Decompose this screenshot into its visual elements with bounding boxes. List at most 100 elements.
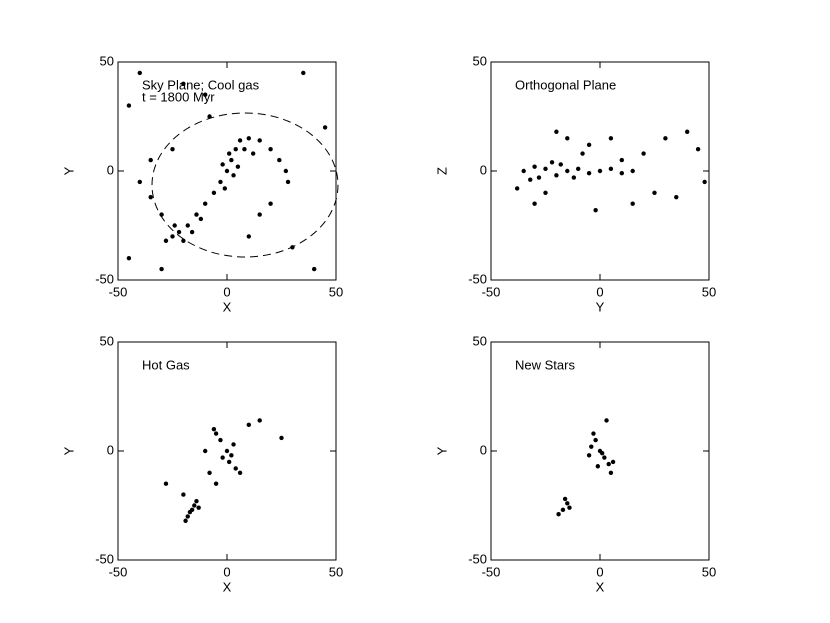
particle [183,518,188,523]
y-axis-label: Y [61,446,76,455]
particle [589,444,594,449]
particle [641,151,646,156]
particle [170,234,175,239]
x-tick-label: 50 [702,284,716,299]
particle [181,238,186,243]
y-axis-label: Z [434,167,449,175]
x-tick-label: 50 [702,564,716,579]
particle [608,166,614,172]
panel-annotation: Orthogonal Plane [515,77,616,92]
particle [597,168,603,174]
particle [170,147,175,152]
particle [222,186,228,191]
x-tick-label: 50 [329,564,343,579]
particle [231,442,236,447]
particle [231,173,236,178]
x-tick-label: -50 [482,284,501,299]
x-axis-label: Y [596,299,605,314]
particle [565,136,570,141]
particle [185,223,190,228]
particle [619,157,624,163]
particle [608,136,614,141]
particle [126,103,132,108]
particle [536,175,542,180]
y-tick-label: -50 [95,271,114,286]
particle [233,466,238,471]
panel-annotation: Hot Gas [142,357,190,372]
particle [242,147,247,152]
particle [207,470,212,475]
particle [565,168,570,174]
x-axis-label: X [223,299,232,314]
particle [558,162,563,167]
x-tick-label: 0 [223,564,230,579]
particle [290,245,295,250]
particle [172,223,177,228]
particle [211,427,217,432]
particle [194,212,199,217]
particle [630,201,635,206]
particle [521,168,526,174]
panel-annotation: Sky Plane; Cool gas [142,77,260,92]
y-tick-label: 0 [480,162,487,177]
particle [685,129,690,134]
particle [528,177,533,182]
particle [571,175,577,180]
particle [203,92,208,97]
particle [619,170,624,176]
particle [554,129,559,134]
x-axis-label: X [596,579,605,594]
particle [211,190,217,195]
particle [674,194,679,200]
y-tick-label: -50 [95,551,114,566]
x-tick-label: 0 [596,564,603,579]
particle [213,431,219,436]
particle [604,418,609,423]
y-tick-label: -50 [468,271,487,286]
particle [549,160,555,165]
particle [532,164,537,169]
particle [652,190,657,195]
particle [606,461,611,467]
particle [237,470,243,475]
particle [514,186,520,191]
particle [591,431,596,436]
particle [226,151,232,156]
y-tick-label: 0 [107,442,114,457]
particle [602,455,607,460]
particle [198,216,204,222]
x-axis-label: X [223,579,232,594]
panel-annotation: t = 1800 Myr [142,89,215,104]
particle [213,481,219,486]
y-axis-label: Y [61,166,76,175]
particle [565,501,570,506]
particle [554,173,559,178]
particle [163,238,169,243]
particle [185,514,190,519]
particle [181,81,186,87]
particle [702,179,707,185]
x-tick-label: -50 [109,564,128,579]
particle [586,170,592,176]
particle [610,459,616,465]
particle [137,179,142,185]
y-axis-label: Y [434,446,449,455]
particle [235,164,241,169]
particle [246,136,251,141]
particle [560,507,566,513]
x-tick-label: 0 [596,284,603,299]
particle [148,194,153,200]
particle [543,190,548,195]
particle [181,492,186,497]
particle [586,453,592,458]
y-tick-label: 50 [473,333,487,348]
particle [595,464,601,469]
particle [283,168,289,174]
particle [268,201,273,206]
particle [250,151,256,156]
particle [159,212,164,217]
particle [203,201,208,206]
y-tick-label: 0 [480,442,487,457]
x-tick-label: 0 [223,284,230,299]
y-tick-label: 0 [107,162,114,177]
